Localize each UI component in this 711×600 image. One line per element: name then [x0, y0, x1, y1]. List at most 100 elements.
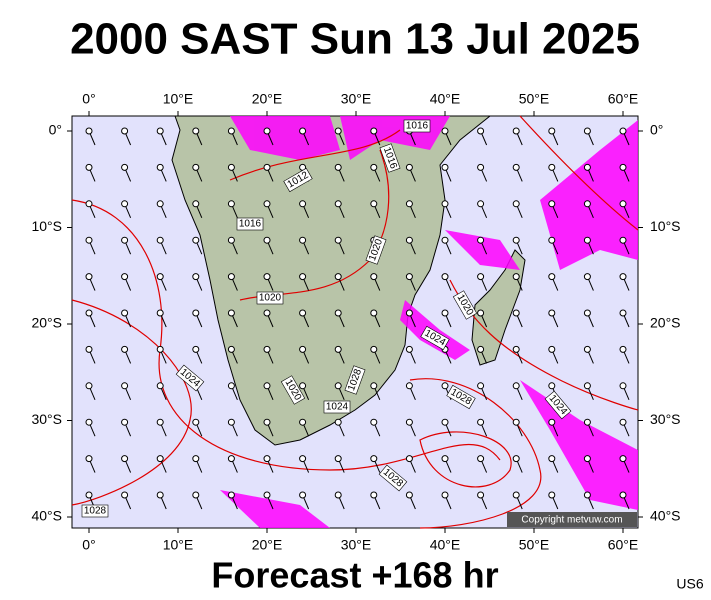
station	[441, 273, 449, 281]
station	[121, 491, 129, 499]
isobar-label-box	[378, 464, 408, 492]
station	[156, 309, 164, 317]
station	[227, 455, 235, 463]
station	[370, 127, 378, 135]
station	[548, 418, 556, 426]
station	[477, 236, 485, 244]
isobar-label: 1016	[403, 119, 431, 133]
lat-label: 10°S	[650, 218, 681, 234]
station	[299, 273, 307, 281]
station	[370, 200, 378, 208]
station	[121, 127, 129, 135]
lat-label: 0°	[650, 122, 663, 138]
station	[548, 382, 556, 390]
station	[299, 345, 307, 353]
station	[512, 455, 520, 463]
station	[370, 345, 378, 353]
station	[192, 455, 200, 463]
station	[85, 200, 93, 208]
station	[334, 455, 342, 463]
station	[299, 127, 307, 135]
station	[548, 273, 556, 281]
station	[477, 382, 485, 390]
station	[583, 127, 591, 135]
station	[405, 345, 413, 353]
footer: Forecast +168 hr	[211, 555, 498, 596]
station	[619, 273, 627, 281]
station	[85, 163, 93, 171]
lat-label: 30°S	[650, 411, 681, 427]
station	[405, 455, 413, 463]
lon-label: 30°E	[341, 537, 372, 553]
isobar-label-box	[446, 384, 476, 410]
lon-label: 10°E	[163, 537, 194, 553]
station	[370, 382, 378, 390]
station	[441, 163, 449, 171]
station	[334, 236, 342, 244]
station	[85, 309, 93, 317]
station	[85, 455, 93, 463]
station	[583, 236, 591, 244]
lat-label: 20°S	[650, 315, 681, 331]
station	[156, 418, 164, 426]
station	[512, 418, 520, 426]
isobar-label-text: 1020	[259, 293, 282, 304]
station	[548, 309, 556, 317]
station	[548, 127, 556, 135]
station	[583, 163, 591, 171]
station	[405, 200, 413, 208]
station	[334, 418, 342, 426]
isobar-label-box	[236, 217, 264, 231]
station	[370, 273, 378, 281]
station	[156, 236, 164, 244]
station	[405, 309, 413, 317]
station	[156, 345, 164, 353]
station	[263, 163, 271, 171]
station	[405, 382, 413, 390]
station	[192, 127, 200, 135]
station	[263, 200, 271, 208]
station	[441, 309, 449, 317]
station	[619, 345, 627, 353]
station	[512, 491, 520, 499]
station	[227, 273, 235, 281]
lat-label: 20°S	[31, 315, 62, 331]
station	[583, 418, 591, 426]
station	[512, 163, 520, 171]
station	[121, 345, 129, 353]
station	[156, 200, 164, 208]
copyright: Copyright metvuw.com	[521, 515, 622, 526]
station	[583, 200, 591, 208]
isobar-label-box	[403, 119, 431, 133]
station	[192, 236, 200, 244]
station	[619, 309, 627, 317]
station	[227, 127, 235, 135]
station	[299, 418, 307, 426]
station	[156, 491, 164, 499]
station	[548, 236, 556, 244]
isobar-label-box	[365, 235, 387, 265]
station	[334, 309, 342, 317]
isobar-label-box	[344, 365, 366, 395]
station	[405, 418, 413, 426]
station	[619, 200, 627, 208]
lon-label: 40°E	[430, 537, 461, 553]
station	[263, 491, 271, 499]
station	[121, 309, 129, 317]
station	[299, 491, 307, 499]
station	[263, 418, 271, 426]
station	[477, 163, 485, 171]
station	[619, 455, 627, 463]
station	[156, 127, 164, 135]
station	[477, 200, 485, 208]
station	[192, 309, 200, 317]
station	[121, 418, 129, 426]
station	[263, 345, 271, 353]
station	[441, 200, 449, 208]
station	[121, 382, 129, 390]
station	[477, 455, 485, 463]
isobar-label-box	[323, 400, 351, 414]
station	[512, 382, 520, 390]
station	[299, 236, 307, 244]
